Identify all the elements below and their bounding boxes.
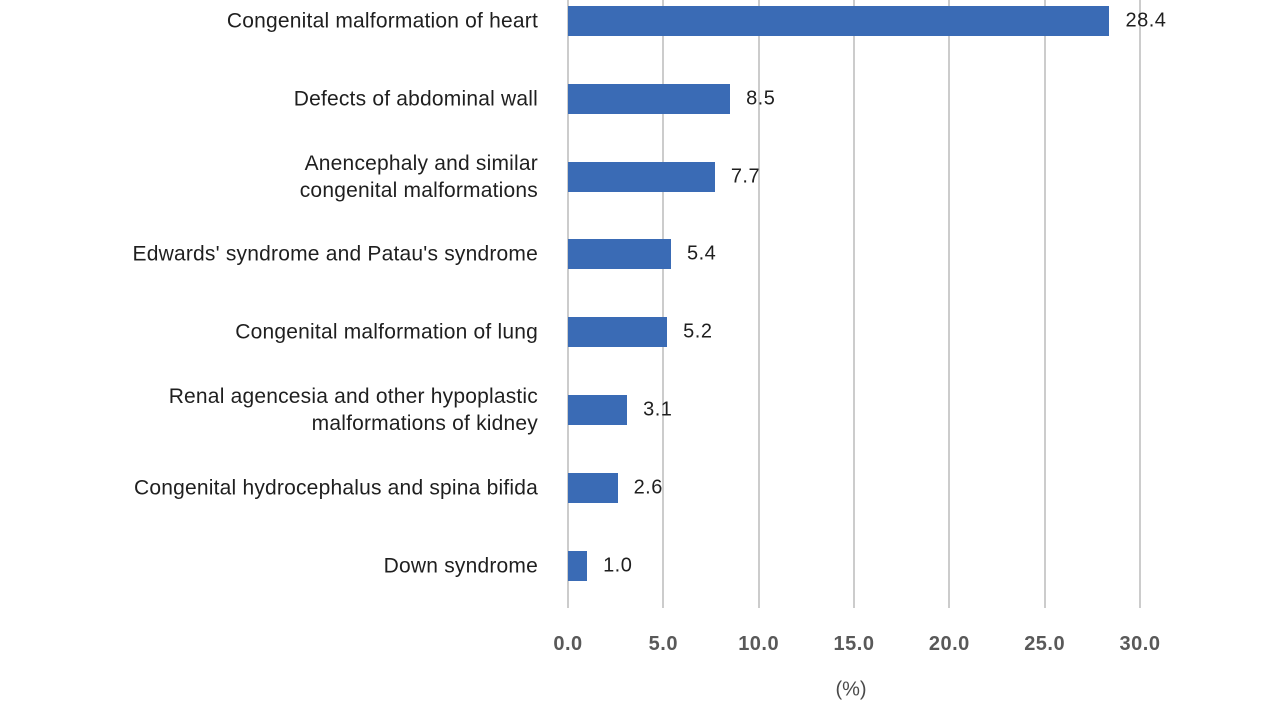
- gridline: [853, 0, 855, 608]
- gridline: [662, 0, 665, 608]
- value-label: 3.1: [643, 398, 673, 421]
- gridline: [567, 0, 569, 608]
- category-label: Anencephaly and similar congenital malfo…: [299, 151, 538, 202]
- category-label: Congenital malformation of heart: [226, 9, 538, 33]
- bar: [568, 317, 668, 348]
- bar: [568, 395, 628, 425]
- x-axis-tick-label: 15.0: [833, 633, 875, 655]
- x-axis-tick-label: 30.0: [1119, 633, 1161, 655]
- category-label: Defects of abdominal wall: [293, 87, 538, 111]
- x-axis-tick-label: 20.0: [928, 633, 970, 655]
- x-axis-tick-label: 0.0: [553, 633, 583, 655]
- bar: [568, 6, 1110, 36]
- value-label: 7.7: [730, 165, 761, 188]
- gridline: [757, 0, 760, 608]
- value-label: 2.6: [633, 476, 663, 499]
- bar: [568, 550, 588, 581]
- category-label: Renal agencesia and other hypoplastic ma…: [168, 385, 538, 435]
- category-label: Edwards' syndrome and Patau's syndrome: [132, 242, 538, 266]
- bar: [568, 239, 671, 270]
- gridline: [948, 0, 951, 608]
- x-axis-label: (%): [835, 678, 867, 701]
- bar: [568, 83, 731, 114]
- category-label: Congenital malformation of lung: [235, 320, 538, 344]
- x-axis-tick-label: 10.0: [738, 633, 780, 655]
- value-label: 5.4: [686, 242, 717, 265]
- category-label: Congenital hydrocephalus and spina bifid…: [134, 476, 538, 500]
- category-label: Down syndrome: [383, 554, 538, 578]
- x-axis-tick-label: 5.0: [648, 633, 678, 655]
- bar: [568, 161, 715, 192]
- x-axis-tick-label: 25.0: [1024, 633, 1066, 655]
- value-label: 8.5: [746, 87, 776, 110]
- value-label: 28.4: [1125, 9, 1167, 32]
- gridline: [1043, 0, 1046, 608]
- value-label: 1.0: [603, 554, 633, 577]
- gridline: [1139, 0, 1141, 608]
- value-label: 5.2: [683, 320, 713, 343]
- bar: [568, 472, 618, 503]
